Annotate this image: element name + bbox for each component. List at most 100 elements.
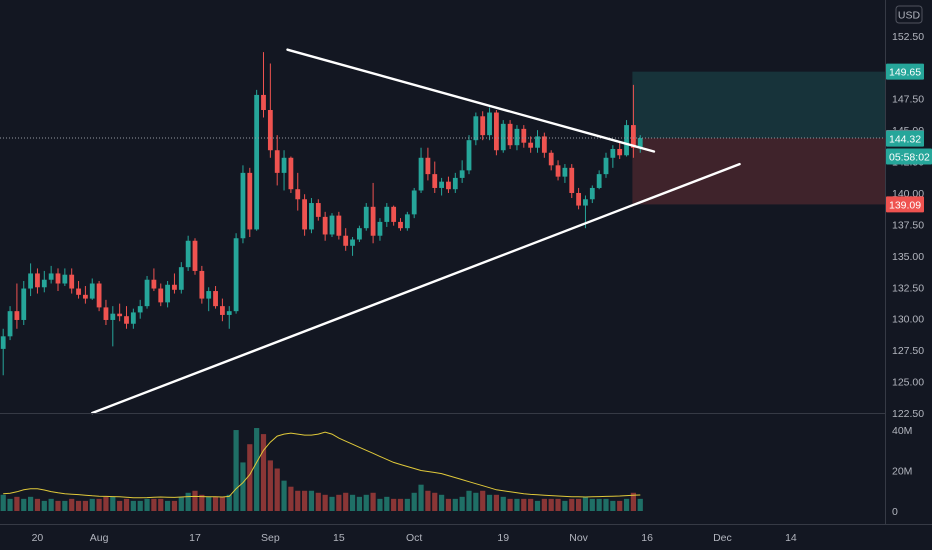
candle-body [322,216,328,235]
candle-body [274,150,280,173]
trendlines[interactable] [91,48,741,415]
stop-zone[interactable] [632,138,885,205]
volume-bar [69,498,75,511]
candle-body [240,172,246,239]
candle-body [281,157,287,173]
candle-body [199,270,205,299]
price-tick-label: 152.50 [892,31,924,43]
candle-body [514,128,520,146]
time-tick-label: 19 [497,532,509,544]
price-tick-label: 147.50 [892,94,924,106]
time-tick-label: Aug [90,532,109,544]
candle-body [548,152,554,166]
volume-bar [528,498,534,511]
support-trendline[interactable] [91,162,741,415]
candle-body [315,203,321,217]
candle-body [610,148,616,158]
candle-body [555,165,561,177]
candle-body [391,206,397,222]
volume-bar [576,498,582,511]
volume-bar [596,498,602,511]
volume-bar [445,498,452,511]
candle-body [521,128,527,143]
volume-bar [185,492,191,511]
volume-bar [123,498,130,511]
volume-bar [41,500,47,511]
volume-bar [315,492,321,511]
candle-body [631,125,636,148]
candle-body [21,288,27,320]
candle-body [576,192,581,206]
volume-bar [96,498,102,511]
candle-body [28,273,33,289]
volume-bar [302,490,308,511]
candle-body [69,274,75,289]
candle-body [500,123,506,151]
candle-body [172,284,177,290]
volume-tick-label: 0 [892,506,898,518]
volume-bar [21,498,27,511]
volume-bar [137,500,143,511]
candle-body [569,167,575,193]
volume-bar [75,500,82,511]
candlestick-series [0,52,643,376]
volume-bar [617,500,623,511]
candle-body [14,311,20,320]
candle-body [637,138,643,148]
candle-body [329,215,335,235]
volume-bar [521,498,527,511]
volume-bar [82,500,88,511]
candle-body [425,157,431,175]
candle-body [384,206,390,222]
candle-body [35,273,40,288]
candle-body [357,228,362,240]
volume-tick-label: 40M [892,425,912,437]
candle-body [603,157,609,175]
volume-bar [452,498,458,511]
price-tick-label: 125.00 [892,377,924,389]
candle-body [336,215,342,236]
candle-body [62,274,68,284]
volume-bar [439,494,445,511]
price-tick-label: 137.50 [892,219,924,231]
time-tick-label: 17 [189,532,201,544]
currency-badge[interactable] [895,5,923,24]
volume-bar [610,500,616,511]
volume-bar [274,468,280,511]
candle-body [226,311,232,315]
volume-bar [322,494,328,511]
volume-bar [603,498,609,511]
volume-bar [62,500,68,511]
volume-bar [240,462,246,511]
volume-axis[interactable]: 40M 20M 0 [892,425,912,518]
candle-body [446,181,451,190]
candle-body [165,284,170,303]
volume-bar [623,498,630,511]
volume-tick-label: 20M [892,466,912,478]
candle-body [288,157,294,190]
time-tick-label: 15 [333,532,345,544]
volume-bar [151,498,157,511]
volume-bar [171,500,178,511]
volume-bar [144,498,150,511]
volume-bar [267,460,273,511]
volume-bar [254,428,260,511]
volume-bars [0,428,643,511]
target-zone[interactable] [632,71,885,139]
price-tag [886,63,924,80]
time-axis[interactable]: 20 Aug 17 Sep 15 Oct 19 Nov 16 Dec 14 [32,532,797,544]
volume-bar [55,500,61,511]
position-zones[interactable] [632,71,885,205]
candle-body [55,273,61,284]
volume-bar [555,498,561,511]
candle-body [583,199,588,206]
resistance-trendline[interactable] [286,48,656,153]
candle-body [41,279,47,288]
volume-bar [384,496,390,511]
candle-body [178,267,184,290]
candle-body [398,221,403,229]
volume-bar [507,498,513,511]
